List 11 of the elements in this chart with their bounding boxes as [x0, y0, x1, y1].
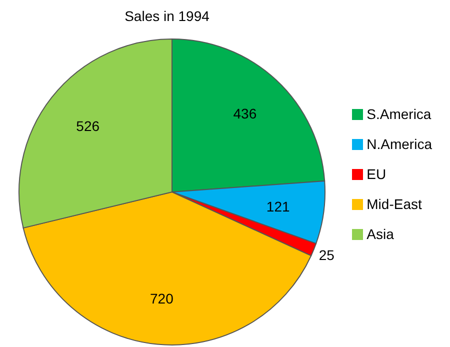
data-label: 121: [266, 198, 290, 214]
data-label: 526: [76, 118, 100, 134]
data-label: 720: [150, 290, 174, 307]
legend-label: Asia: [366, 226, 394, 242]
legend-label: Mid-East: [366, 196, 422, 212]
legend-label: S.America: [366, 106, 432, 122]
data-label: 25: [318, 246, 335, 263]
legend-label: N.America: [366, 136, 432, 152]
chart-title: Sales in 1994: [124, 8, 210, 24]
data-label: 436: [233, 106, 257, 122]
legend-label: EU: [366, 166, 386, 182]
